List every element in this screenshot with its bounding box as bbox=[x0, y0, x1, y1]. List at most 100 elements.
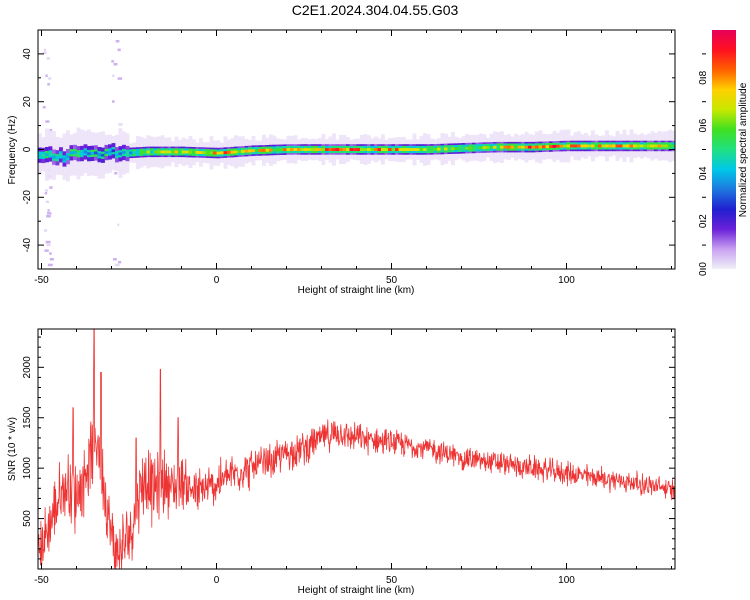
spectrogram-speckle bbox=[118, 260, 122, 264]
snr-y-tick-label: 1500 bbox=[22, 406, 33, 429]
spectrogram-cell bbox=[59, 153, 63, 157]
snr-x-tick-label: 50 bbox=[386, 575, 398, 586]
spectrogram-cell bbox=[657, 144, 662, 148]
spectrogram-cell bbox=[577, 144, 581, 148]
spectrogram-cell bbox=[269, 148, 273, 152]
spectrogram-cell bbox=[650, 144, 655, 148]
snr-y-axis-title: SNR (10 * v/v) bbox=[7, 417, 18, 481]
spectrogram-cell bbox=[524, 145, 529, 149]
spectrogram-cell bbox=[496, 145, 501, 149]
spectrogram-cell bbox=[626, 144, 630, 148]
spectrogram-cell bbox=[209, 151, 214, 155]
spectrogram-cell bbox=[325, 148, 329, 151]
snr-y-tick-label: 1000 bbox=[22, 457, 33, 480]
spectrogram-speckle bbox=[44, 229, 47, 232]
spectrogram-cell bbox=[409, 148, 413, 151]
spectrogram-cell bbox=[332, 148, 336, 151]
spectrogram-cell bbox=[370, 148, 375, 151]
spectrogram-cell bbox=[402, 148, 406, 151]
spectrogram-cell bbox=[398, 148, 403, 151]
spectrogram-cell bbox=[395, 148, 399, 151]
spectrogram-cell bbox=[76, 152, 81, 156]
spectrogram-cell bbox=[570, 144, 574, 148]
colorbar-scale bbox=[712, 30, 736, 269]
spectrogram-y-tick-label: 0 bbox=[22, 146, 33, 152]
spectrogram-cell bbox=[622, 144, 627, 148]
spectrogram-speckle bbox=[47, 212, 52, 215]
snr-y-tick-label: 500 bbox=[22, 510, 33, 527]
spectrogram-cell bbox=[73, 151, 77, 154]
spectrogram-cell bbox=[605, 144, 609, 148]
spectrogram-cell bbox=[41, 154, 46, 157]
spectrogram-cell bbox=[101, 153, 105, 157]
spectrogram-cell bbox=[52, 155, 56, 159]
spectrogram-cell bbox=[493, 145, 497, 149]
spectrogram-speckle bbox=[46, 57, 50, 60]
spectrogram-cell bbox=[608, 144, 613, 148]
spectrogram-cell bbox=[465, 146, 469, 150]
spectrogram-cell bbox=[531, 145, 536, 149]
spectrogram-cell bbox=[629, 144, 634, 148]
spectrogram-cell bbox=[213, 151, 217, 155]
spectrogram-speckle bbox=[46, 243, 51, 247]
spectrogram-cell bbox=[276, 148, 280, 152]
spectrogram-cell bbox=[430, 147, 434, 151]
spectrogram-speckle bbox=[44, 249, 49, 252]
spectrogram-y-tick-label: -40 bbox=[22, 237, 33, 252]
colorbar: 0.0 0.2 0.4 0.6 0.8 Normalized spectral ampl… bbox=[698, 30, 749, 276]
spectrogram-cell bbox=[545, 145, 550, 149]
spectrogram-speckle bbox=[42, 106, 46, 109]
spectrogram-cell bbox=[454, 147, 459, 150]
spectrogram-cell bbox=[661, 144, 665, 148]
colorbar-tick-label: 0.2 bbox=[698, 214, 709, 228]
spectrogram-cell bbox=[279, 148, 284, 152]
spectrogram-cell bbox=[342, 148, 347, 151]
spectrogram-cell bbox=[118, 152, 123, 156]
spectrogram-cell bbox=[339, 148, 343, 151]
spectrogram-cell bbox=[328, 148, 333, 151]
spectrogram-speckle bbox=[117, 48, 121, 52]
spectrogram-cell bbox=[552, 145, 557, 148]
spectrogram-cell bbox=[164, 150, 168, 154]
spectrogram-cell bbox=[97, 153, 102, 157]
spectrogram-cell bbox=[244, 149, 249, 153]
spectrogram-cell bbox=[265, 148, 270, 152]
spectrogram-speckle bbox=[42, 51, 47, 54]
spectrogram-cell bbox=[304, 148, 308, 151]
spectrogram-cell bbox=[262, 148, 266, 152]
spectrogram-x-tick-label: -50 bbox=[34, 275, 49, 286]
spectrogram-cell bbox=[174, 150, 179, 154]
spectrogram-cell bbox=[503, 145, 508, 149]
spectrogram-cell bbox=[517, 145, 522, 149]
colorbar-tick-label: 0.6 bbox=[698, 118, 709, 132]
spectrogram-speckle bbox=[47, 209, 50, 212]
spectrogram-cell bbox=[573, 144, 578, 148]
spectrogram-cell bbox=[220, 151, 224, 155]
spectrogram-panel: -50 0 50 100 -40 -20 0 20 40 Height of straight … bbox=[7, 29, 676, 296]
spectrogram-cell bbox=[601, 144, 606, 148]
spectrogram-cell bbox=[514, 145, 518, 149]
spectrogram-cell bbox=[668, 144, 672, 148]
spectrogram-cell bbox=[258, 149, 263, 152]
spectrogram-cell bbox=[405, 148, 410, 151]
spectrogram-speckle bbox=[118, 123, 123, 126]
spectrogram-cell bbox=[83, 150, 88, 154]
spectrogram-cell bbox=[542, 145, 546, 149]
spectrogram-cell bbox=[255, 149, 259, 152]
spectrogram-cell bbox=[290, 148, 294, 151]
spectrogram-cell bbox=[353, 148, 357, 151]
spectrogram-speckle bbox=[112, 100, 115, 103]
spectrogram-cell bbox=[171, 150, 175, 154]
spectrogram-cell bbox=[346, 148, 350, 151]
spectrogram-cell bbox=[125, 152, 130, 155]
spectrogram-cell bbox=[185, 150, 189, 154]
spectrogram-cell bbox=[167, 150, 172, 154]
spectrogram-cell bbox=[363, 148, 368, 151]
colorbar-title: Normalized spectral amplitude bbox=[738, 82, 749, 217]
spectrogram-speckle bbox=[47, 83, 50, 86]
spectrogram-cell bbox=[612, 144, 616, 148]
spectrogram-cell bbox=[227, 150, 231, 154]
spectrogram-speckle bbox=[117, 77, 123, 80]
spectrogram-cell bbox=[94, 151, 98, 155]
spectrogram-heatmap bbox=[38, 40, 675, 267]
